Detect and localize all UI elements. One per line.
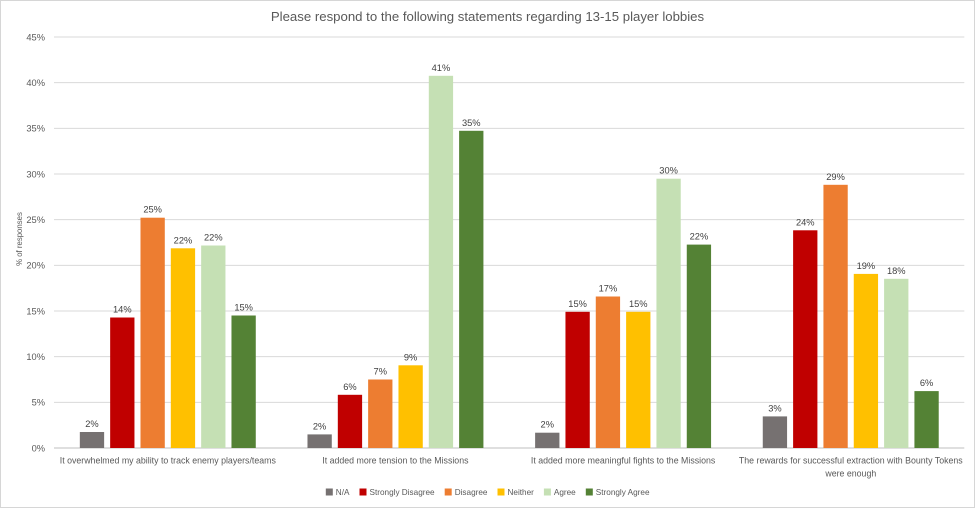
svg-text:18%: 18% (887, 266, 906, 276)
svg-text:14%: 14% (113, 305, 132, 315)
svg-text:22%: 22% (174, 235, 193, 245)
svg-text:40%: 40% (26, 78, 45, 88)
svg-text:35%: 35% (462, 118, 481, 128)
svg-text:10%: 10% (26, 352, 45, 362)
svg-text:22%: 22% (690, 232, 709, 242)
svg-text:Agree: Agree (554, 488, 576, 497)
svg-text:9%: 9% (404, 352, 417, 362)
svg-text:15%: 15% (629, 299, 648, 309)
svg-text:25%: 25% (26, 215, 45, 225)
svg-text:15%: 15% (234, 303, 253, 313)
svg-text:22%: 22% (204, 233, 223, 243)
svg-text:6%: 6% (343, 382, 356, 392)
svg-text:were enough: were enough (824, 469, 876, 479)
svg-text:It overwhelmed my ability to t: It overwhelmed my ability to track enemy… (60, 456, 277, 466)
svg-text:7%: 7% (374, 367, 387, 377)
svg-text:It added more meaningful fight: It added more meaningful fights to the M… (531, 456, 716, 466)
svg-text:Neither: Neither (508, 488, 535, 497)
svg-text:35%: 35% (26, 124, 45, 134)
svg-text:3%: 3% (768, 403, 781, 413)
svg-text:29%: 29% (826, 172, 845, 182)
svg-text:17%: 17% (599, 284, 618, 294)
svg-text:25%: 25% (143, 205, 162, 215)
svg-text:30%: 30% (26, 169, 45, 179)
svg-text:2%: 2% (313, 421, 326, 431)
svg-text:Please respond to the followin: Please respond to the following statemen… (271, 9, 705, 24)
svg-text:0%: 0% (32, 443, 45, 453)
svg-text:30%: 30% (659, 166, 678, 176)
svg-text:It added more tension to the M: It added more tension to the Missions (322, 456, 469, 466)
svg-text:Strongly Disagree: Strongly Disagree (370, 488, 436, 497)
svg-text:45%: 45% (26, 32, 45, 42)
svg-text:% of responses: % of responses (15, 212, 24, 266)
svg-text:15%: 15% (568, 299, 587, 309)
svg-text:15%: 15% (26, 306, 45, 316)
svg-text:5%: 5% (32, 398, 45, 408)
svg-text:2%: 2% (85, 419, 98, 429)
svg-text:Disagree: Disagree (455, 488, 488, 497)
svg-text:20%: 20% (26, 261, 45, 271)
svg-text:Strongly Agree: Strongly Agree (596, 488, 650, 497)
svg-text:6%: 6% (920, 378, 933, 388)
svg-text:19%: 19% (857, 261, 876, 271)
svg-text:41%: 41% (432, 63, 451, 73)
svg-text:24%: 24% (796, 217, 815, 227)
svg-text:2%: 2% (541, 420, 554, 430)
svg-text:The rewards for successful ext: The rewards for successful extraction wi… (739, 456, 963, 466)
svg-text:N/A: N/A (336, 488, 350, 497)
